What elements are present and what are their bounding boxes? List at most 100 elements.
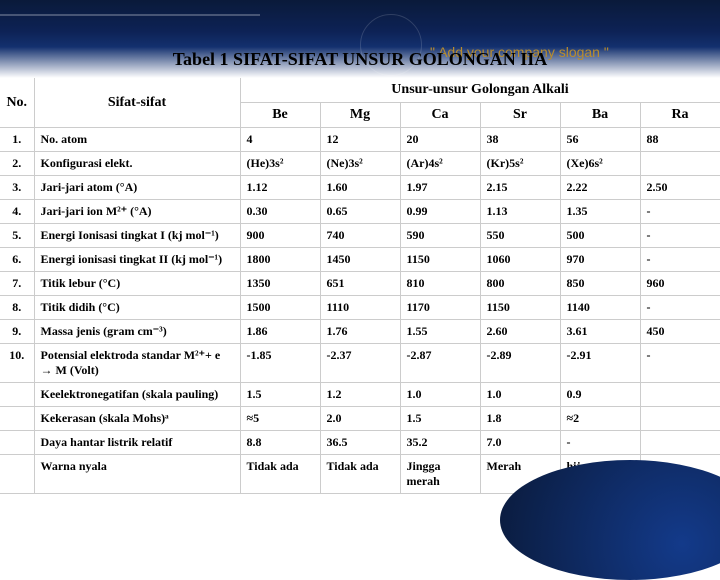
cell-value: 1.0: [400, 383, 480, 407]
cell-value: (He)3s²: [240, 152, 320, 176]
cell-value: -2.91: [560, 344, 640, 383]
col-element: Ba: [560, 103, 640, 128]
cell-sifat: Potensial elektroda standar M²⁺+ e → M (…: [34, 344, 240, 383]
cell-value: 1.97: [400, 176, 480, 200]
cell-sifat: Energi Ionisasi tingkat I (kj mol⁻¹): [34, 224, 240, 248]
col-element: Mg: [320, 103, 400, 128]
cell-value: 1350: [240, 272, 320, 296]
cell-value: 1450: [320, 248, 400, 272]
cell-value: 740: [320, 224, 400, 248]
cell-value: 1150: [400, 248, 480, 272]
table-row: Kekerasan (skala Mohs)ᵃ≈52.01.51.8≈2: [0, 407, 720, 431]
cell-value: -: [640, 344, 720, 383]
cell-value: 3.61: [560, 320, 640, 344]
cell-value: 1.8: [480, 407, 560, 431]
cell-value: 1140: [560, 296, 640, 320]
col-group: Unsur-unsur Golongan Alkali: [240, 78, 720, 103]
cell-value: 590: [400, 224, 480, 248]
cell-value: -1.85: [240, 344, 320, 383]
table-row: 1.No. atom41220385688: [0, 128, 720, 152]
cell-no: 3.: [0, 176, 34, 200]
cell-value: 1.13: [480, 200, 560, 224]
col-element: Ra: [640, 103, 720, 128]
cell-no: [0, 383, 34, 407]
col-no: No.: [0, 78, 34, 128]
cell-sifat: Massa jenis (gram cm⁻³): [34, 320, 240, 344]
cell-value: (Ne)3s²: [320, 152, 400, 176]
cell-value: 1.5: [400, 407, 480, 431]
cell-sifat: Kekerasan (skala Mohs)ᵃ: [34, 407, 240, 431]
cell-value: Tidak ada: [320, 455, 400, 494]
cell-no: 4.: [0, 200, 34, 224]
cell-value: 1.76: [320, 320, 400, 344]
cell-sifat: No. atom: [34, 128, 240, 152]
cell-value: 1.86: [240, 320, 320, 344]
cell-value: -2.37: [320, 344, 400, 383]
cell-no: [0, 455, 34, 494]
cell-value: [640, 152, 720, 176]
cell-value: hijau: [560, 455, 640, 494]
page-title: Tabel 1 SIFAT-SIFAT UNSUR GOLONGAN IIA: [173, 49, 548, 70]
cell-value: 0.30: [240, 200, 320, 224]
cell-value: 1060: [480, 248, 560, 272]
cell-no: 10.: [0, 344, 34, 383]
cell-value: 900: [240, 224, 320, 248]
table-row: 3.Jari-jari atom (°A)1.121.601.972.152.2…: [0, 176, 720, 200]
cell-value: 8.8: [240, 431, 320, 455]
cell-value: 2.60: [480, 320, 560, 344]
cell-sifat: Jari-jari atom (°A): [34, 176, 240, 200]
cell-value: (Kr)5s²: [480, 152, 560, 176]
table-row: Warna nyalaTidak adaTidak adaJingga mera…: [0, 455, 720, 494]
cell-value: 35.2: [400, 431, 480, 455]
cell-value: 7.0: [480, 431, 560, 455]
cell-no: 9.: [0, 320, 34, 344]
cell-sifat: Titik didih (°C): [34, 296, 240, 320]
cell-value: 0.65: [320, 200, 400, 224]
table-row: Daya hantar listrik relatif8.836.535.27.…: [0, 431, 720, 455]
cell-no: 1.: [0, 128, 34, 152]
col-element: Ca: [400, 103, 480, 128]
cell-no: [0, 431, 34, 455]
col-element: Sr: [480, 103, 560, 128]
cell-value: 0.99: [400, 200, 480, 224]
cell-no: 2.: [0, 152, 34, 176]
cell-value: 12: [320, 128, 400, 152]
cell-value: (Xe)6s²: [560, 152, 640, 176]
properties-table: No. Sifat-sifat Unsur-unsur Golongan Alk…: [0, 78, 720, 494]
cell-value: 960: [640, 272, 720, 296]
cell-value: 850: [560, 272, 640, 296]
cell-value: 1500: [240, 296, 320, 320]
cell-value: 2.15: [480, 176, 560, 200]
cell-value: -2.87: [400, 344, 480, 383]
cell-value: 2.50: [640, 176, 720, 200]
cell-value: 651: [320, 272, 400, 296]
cell-sifat: Konfigurasi elekt.: [34, 152, 240, 176]
cell-value: (Ar)4s²: [400, 152, 480, 176]
cell-value: [640, 407, 720, 431]
cell-value: 20: [400, 128, 480, 152]
cell-value: [640, 455, 720, 494]
cell-value: 1.35: [560, 200, 640, 224]
cell-value: 1.0: [480, 383, 560, 407]
cell-value: -: [640, 296, 720, 320]
cell-sifat: Daya hantar listrik relatif: [34, 431, 240, 455]
cell-value: 1110: [320, 296, 400, 320]
cell-sifat: Jari-jari ion M²⁺ (°A): [34, 200, 240, 224]
cell-no: 8.: [0, 296, 34, 320]
table-row: 5.Energi Ionisasi tingkat I (kj mol⁻¹)90…: [0, 224, 720, 248]
cell-no: [0, 407, 34, 431]
cell-value: -2.89: [480, 344, 560, 383]
cell-value: 800: [480, 272, 560, 296]
table-row: 2.Konfigurasi elekt.(He)3s²(Ne)3s²(Ar)4s…: [0, 152, 720, 176]
cell-value: Merah: [480, 455, 560, 494]
cell-value: 36.5: [320, 431, 400, 455]
cell-value: 450: [640, 320, 720, 344]
cell-no: 5.: [0, 224, 34, 248]
table-row: 6.Energi ionisasi tingkat II (kj mol⁻¹)1…: [0, 248, 720, 272]
cell-value: 500: [560, 224, 640, 248]
cell-value: -: [640, 200, 720, 224]
cell-value: 1.2: [320, 383, 400, 407]
cell-value: 1.60: [320, 176, 400, 200]
cell-value: 810: [400, 272, 480, 296]
cell-value: Jingga merah: [400, 455, 480, 494]
